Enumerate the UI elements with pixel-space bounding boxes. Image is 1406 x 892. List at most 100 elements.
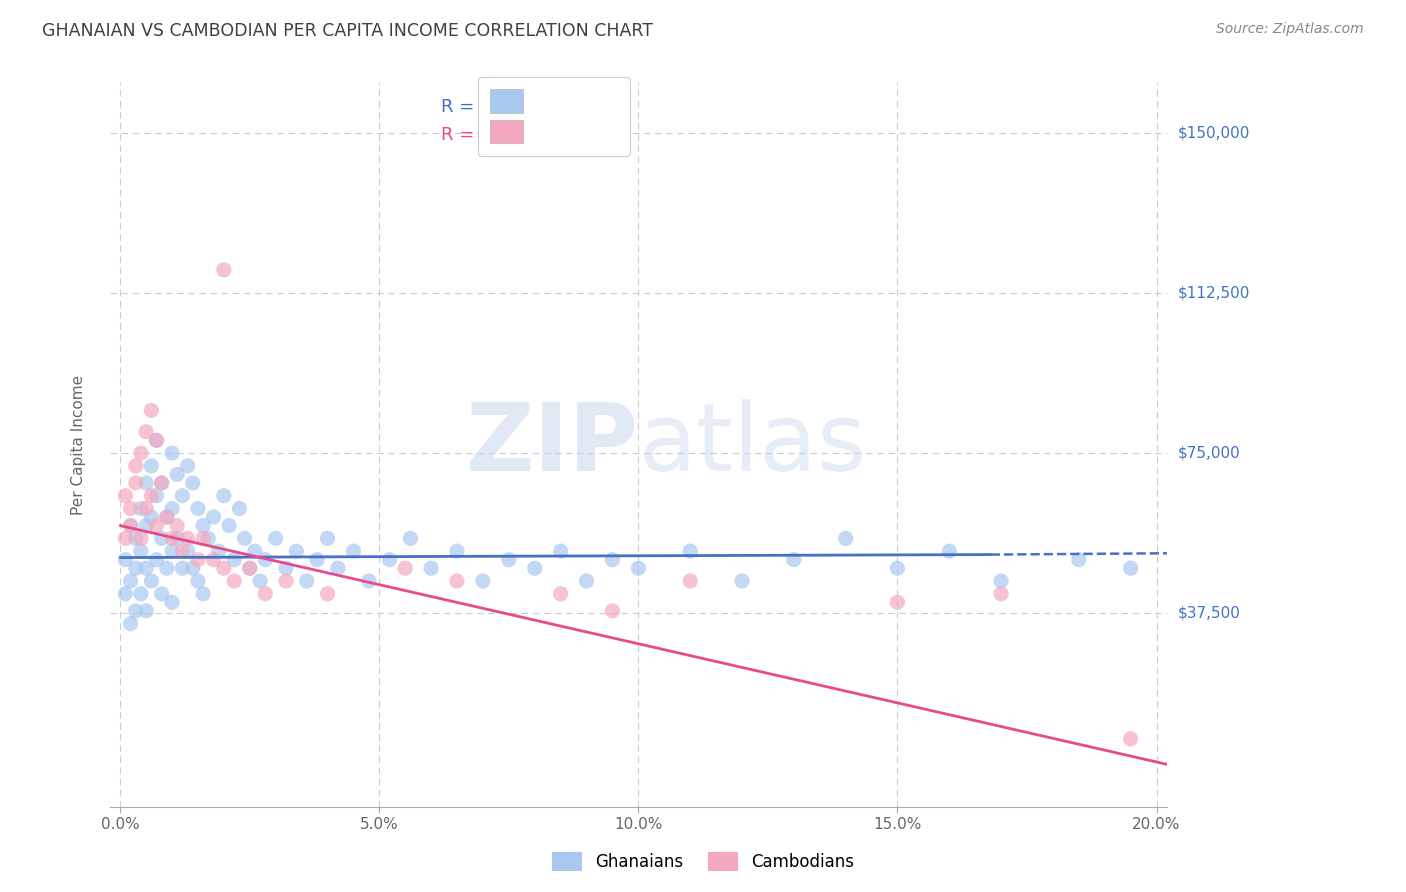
Point — [129, 446, 152, 460]
Point — [212, 489, 235, 503]
Point — [114, 587, 136, 601]
Point — [135, 604, 157, 618]
Point — [202, 552, 225, 566]
Point — [239, 561, 262, 575]
Point — [326, 561, 349, 575]
Point — [550, 544, 572, 558]
Point — [120, 574, 142, 588]
Point — [938, 544, 960, 558]
Point — [197, 532, 219, 546]
Point — [212, 561, 235, 575]
Point — [274, 561, 297, 575]
Y-axis label: Per Capita Income: Per Capita Income — [72, 375, 86, 515]
Point — [125, 604, 148, 618]
Point — [679, 574, 702, 588]
Point — [125, 475, 148, 490]
Point — [627, 561, 650, 575]
Point — [160, 501, 183, 516]
Point — [150, 475, 173, 490]
Point — [679, 544, 702, 558]
Point — [176, 544, 198, 558]
Point — [990, 574, 1012, 588]
Point — [1067, 552, 1090, 566]
Point — [191, 518, 214, 533]
Point — [886, 595, 908, 609]
Text: $112,500: $112,500 — [1178, 285, 1250, 301]
Point — [156, 510, 179, 524]
Text: Source: ZipAtlas.com: Source: ZipAtlas.com — [1216, 22, 1364, 37]
Point — [264, 532, 287, 546]
Point — [191, 587, 214, 601]
Point — [202, 510, 225, 524]
Point — [342, 544, 364, 558]
Point — [150, 532, 173, 546]
Point — [135, 561, 157, 575]
Point — [243, 544, 266, 558]
Point — [602, 604, 624, 618]
Point — [166, 532, 188, 546]
Point — [886, 561, 908, 575]
Point — [120, 501, 142, 516]
Point — [166, 518, 188, 533]
Point — [602, 552, 624, 566]
Point — [114, 489, 136, 503]
Point — [233, 532, 256, 546]
Point — [399, 532, 422, 546]
Point — [378, 552, 401, 566]
Point — [285, 544, 308, 558]
Point — [172, 544, 194, 558]
Point — [295, 574, 318, 588]
Point — [212, 262, 235, 277]
Point — [990, 587, 1012, 601]
Point — [316, 532, 339, 546]
Point — [446, 544, 468, 558]
Point — [181, 475, 204, 490]
Point — [254, 552, 277, 566]
Point — [187, 501, 209, 516]
Point — [172, 561, 194, 575]
Point — [274, 574, 297, 588]
Point — [834, 532, 856, 546]
Point — [145, 518, 167, 533]
Point — [187, 574, 209, 588]
Point — [498, 552, 520, 566]
Point — [1119, 731, 1142, 746]
Text: R = -0.356   N = 37: R = -0.356 N = 37 — [440, 126, 617, 144]
Point — [141, 489, 163, 503]
Point — [150, 475, 173, 490]
Point — [145, 434, 167, 448]
Point — [125, 561, 148, 575]
Point — [125, 532, 148, 546]
Point — [191, 532, 214, 546]
Point — [120, 518, 142, 533]
Point — [208, 544, 231, 558]
Point — [166, 467, 188, 482]
Point — [135, 501, 157, 516]
Point — [141, 574, 163, 588]
Point — [156, 561, 179, 575]
Point — [181, 561, 204, 575]
Point — [114, 552, 136, 566]
Point — [160, 532, 183, 546]
Text: $75,000: $75,000 — [1178, 446, 1240, 460]
Point — [254, 587, 277, 601]
Text: $37,500: $37,500 — [1178, 606, 1241, 621]
Text: atlas: atlas — [638, 399, 866, 491]
Point — [135, 518, 157, 533]
Point — [176, 532, 198, 546]
Point — [141, 403, 163, 417]
Point — [783, 552, 806, 566]
Point — [307, 552, 329, 566]
Text: R =  0.007   N = 83: R = 0.007 N = 83 — [440, 98, 617, 116]
Point — [145, 434, 167, 448]
Point — [550, 587, 572, 601]
Point — [145, 489, 167, 503]
Point — [120, 616, 142, 631]
Point — [141, 510, 163, 524]
Point — [523, 561, 546, 575]
Point — [172, 489, 194, 503]
Point — [224, 552, 246, 566]
Point — [224, 574, 246, 588]
Point — [129, 544, 152, 558]
Point — [176, 458, 198, 473]
